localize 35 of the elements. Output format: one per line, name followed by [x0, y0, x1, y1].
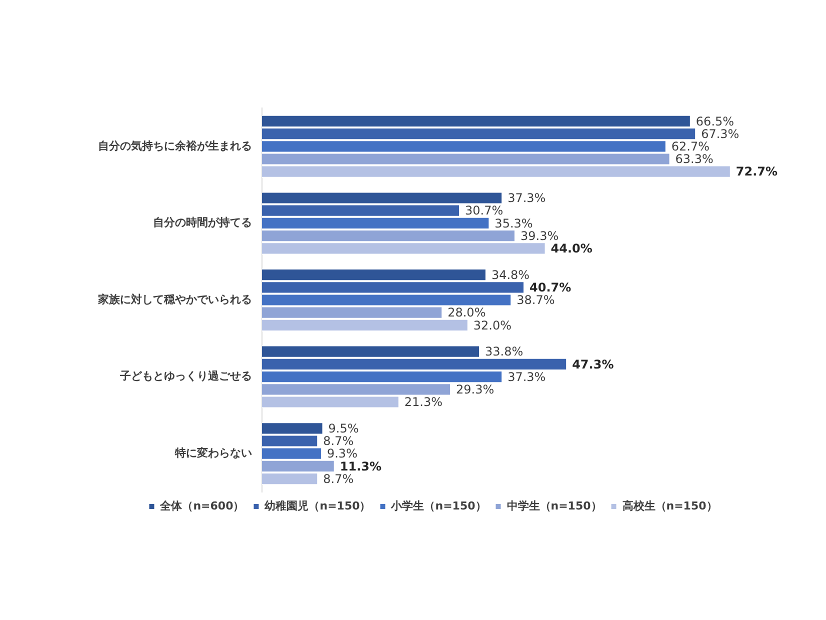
legend-label: 全体（n=600） — [159, 499, 244, 512]
legend-label: 中学生（n=150） — [506, 499, 602, 512]
y-tick-label: 自分の時間が持てる — [153, 216, 252, 230]
data-label: 44.0% — [550, 242, 592, 256]
data-label: 9.3% — [326, 446, 358, 461]
data-label: 38.7% — [516, 293, 555, 308]
data-label: 32.0% — [473, 318, 512, 332]
data-label: 67.3% — [701, 126, 740, 141]
data-label: 62.7% — [671, 140, 710, 154]
data-label: 63.3% — [675, 152, 714, 166]
data-label: 40.7% — [530, 280, 572, 295]
data-label: 33.8% — [485, 344, 524, 359]
y-tick-label: 家族に対して穏やかでいられる — [97, 292, 252, 306]
data-label: 8.7% — [323, 434, 354, 448]
data-label: 37.3% — [508, 191, 546, 206]
data-label: 11.3% — [340, 459, 382, 474]
legend-label: 幼稚園児（n=150） — [264, 499, 371, 512]
data-label: 47.3% — [572, 357, 614, 372]
y-tick-label: 自分の気持ちに余裕が生まれる — [98, 139, 252, 152]
legend-label: 高校生（n=150） — [622, 499, 718, 512]
data-label: 34.8% — [491, 268, 530, 282]
y-tick-label: 子どもとゆっくり過ごせる — [119, 370, 252, 383]
data-label: 39.3% — [520, 228, 559, 243]
data-label: 66.5% — [696, 114, 734, 128]
y-tick-label: 特に変わらない — [174, 446, 252, 460]
legend-label: 小学生（n=150） — [390, 499, 486, 512]
data-label: 30.7% — [465, 204, 504, 218]
data-label: 37.3% — [508, 370, 546, 384]
data-label: 29.3% — [456, 382, 494, 397]
data-label: 8.7% — [323, 472, 354, 486]
data-label: 35.3% — [494, 216, 533, 230]
data-label: 72.7% — [736, 164, 778, 179]
data-label: 28.0% — [448, 306, 486, 320]
data-label: 21.3% — [404, 395, 443, 410]
data-label: 9.5% — [328, 422, 359, 436]
